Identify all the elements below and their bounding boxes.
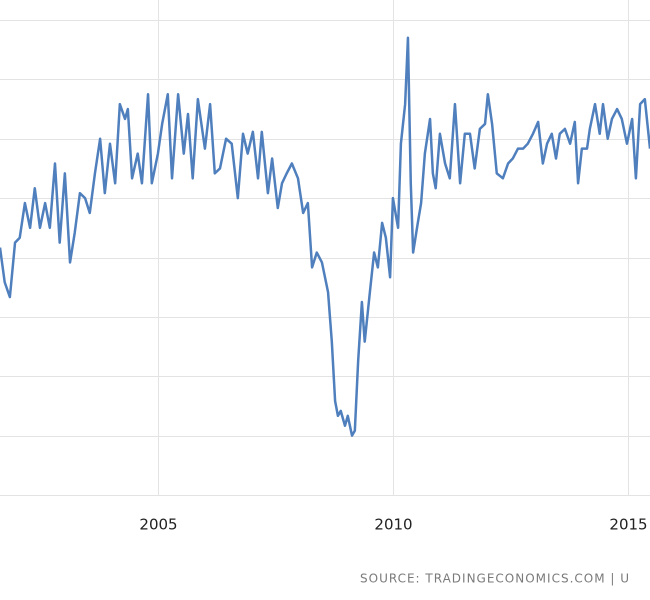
x-tick-label: 2010 <box>374 516 412 534</box>
source-note: SOURCE: TRADINGECONOMICS.COM | U <box>360 572 630 586</box>
x-tick-label: 2005 <box>139 516 177 534</box>
x-tick-label: 2015 <box>609 516 647 534</box>
data-line <box>0 36 650 437</box>
